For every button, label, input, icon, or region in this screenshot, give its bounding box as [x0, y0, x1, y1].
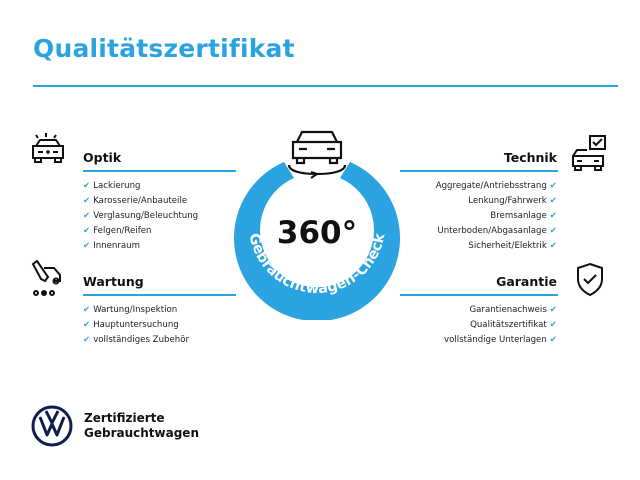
section-title-technik: Technik — [503, 150, 557, 165]
divider — [83, 294, 236, 296]
divider — [400, 294, 558, 296]
divider — [33, 85, 618, 87]
brand-text: Zertifizierte Gebrauchtwagen — [84, 411, 199, 440]
list-item: Unterboden/Abgasanlage ✔ — [437, 226, 557, 236]
list-item: ✔ Karosserie/Anbauteile — [83, 196, 188, 206]
optik-list: ✔ Lackierung ✔ Karosserie/Anbauteile ✔ Verg… — [83, 179, 198, 254]
list-item: Lenkung/Fahrwerk ✔ — [468, 196, 557, 206]
wartung-list: ✔ Wartung/Inspektion ✔ Hauptuntersuchung ✔… — [83, 303, 189, 348]
divider — [400, 170, 558, 172]
page-title: Qualitätszertifikat — [33, 34, 295, 63]
list-item: Sicherheit/Elektrik ✔ — [468, 241, 557, 251]
shield-check-icon — [577, 262, 603, 297]
list-item: vollständige Unterlagen ✔ — [444, 335, 557, 345]
list-item: ✔ Wartung/Inspektion — [83, 305, 178, 315]
section-title-optik: Optik — [83, 150, 122, 165]
divider — [83, 170, 236, 172]
technik-list: Aggregate/Antriebsstrang ✔ Lenkung/Fahrwe… — [436, 179, 557, 254]
list-item: ✔ Lackierung — [83, 181, 141, 191]
service-tool-icon — [31, 260, 61, 296]
check-360-badge: 360° Gebrauchtwagen-Check — [234, 130, 400, 320]
list-item: ✔ Verglasung/Beleuchtung — [83, 211, 199, 221]
garantie-list: Garantienachweis ✔ Qualitätszertifikat ✔ v… — [444, 303, 557, 348]
car-light-icon — [32, 133, 64, 163]
list-item: ✔ vollständiges Zubehör — [83, 335, 189, 345]
section-title-wartung: Wartung — [83, 274, 144, 289]
rotating-car-icon — [287, 130, 347, 179]
section-title-garantie: Garantie — [496, 274, 557, 289]
list-item: ✔ Innenraum — [83, 241, 140, 251]
list-item: Qualitätszertifikat ✔ — [470, 320, 557, 330]
vw-logo — [31, 405, 73, 447]
list-item: Aggregate/Antriebsstrang ✔ — [435, 181, 557, 191]
list-item: ✔ Felgen/Reifen — [83, 226, 152, 236]
list-item: Garantienachweis ✔ — [469, 305, 557, 315]
list-item: Bremsanlage ✔ — [490, 211, 557, 221]
list-item: ✔ Hauptuntersuchung — [83, 320, 179, 330]
badge-number: 360° — [277, 215, 357, 251]
car-check-icon — [572, 135, 606, 171]
